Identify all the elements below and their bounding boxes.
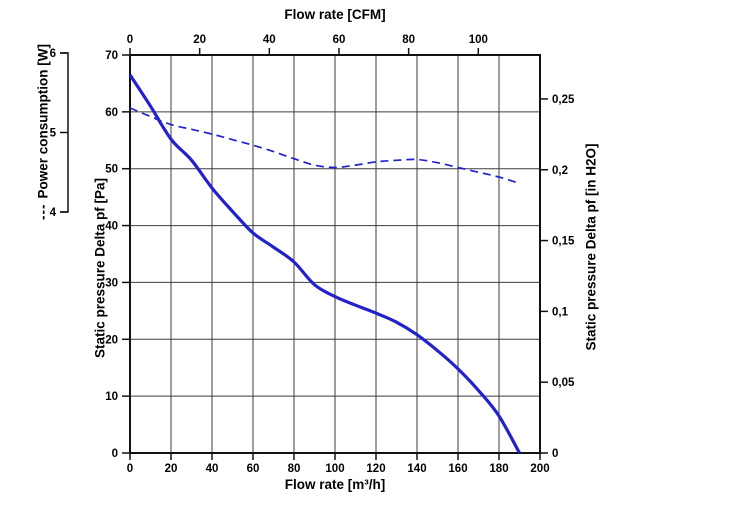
left-axis-tick-label: 50 (105, 164, 118, 176)
bottom-axis-tick-label: 60 (247, 463, 260, 475)
right-axis-tick-label: 0,25 (552, 94, 575, 106)
right-axis-title: Static pressure Delta pf [in H2O] (583, 143, 599, 351)
left-axis-tick-label: 20 (105, 334, 118, 346)
bottom-axis-tick-label: 20 (165, 463, 178, 475)
bottom-axis-tick-label: 0 (127, 463, 133, 475)
top-axis-tick-label: 20 (193, 34, 206, 46)
power-axis-title: --- Power consumption [W] (36, 44, 51, 220)
power-consumption-curve (129, 107, 520, 185)
bottom-axis-tick-label: 40 (206, 463, 219, 475)
top-axis-title: Flow rate [CFM] (284, 7, 386, 22)
bottom-axis-tick-label: 100 (325, 463, 344, 475)
top-axis-tick-label: 100 (469, 34, 488, 46)
bottom-axis-title: Flow rate [m³/h] (284, 477, 386, 492)
left-axis-tick-label: 10 (105, 391, 118, 403)
right-axis-tick-label: 0,05 (552, 377, 575, 389)
bottom-axis-tick-label: 160 (448, 463, 467, 475)
left-axis-tick-label: 60 (105, 107, 118, 119)
power-axis-tick-label: 5 (50, 128, 57, 140)
left-axis-tick-label: 0 (112, 448, 118, 460)
top-axis-tick-label: 40 (263, 34, 276, 46)
right-axis-tick-label: 0,1 (552, 306, 569, 318)
bottom-axis-tick-label: 200 (530, 463, 549, 475)
bottom-axis-tick-label: 80 (288, 463, 301, 475)
left-axis-tick-label: 30 (105, 277, 118, 289)
dashed-line-legend-icon: --- (35, 203, 51, 221)
bottom-axis-tick-label: 140 (407, 463, 426, 475)
top-axis-tick-label: 80 (402, 34, 415, 46)
left-axis-title: Static pressure Delta pf [Pa] (92, 177, 108, 359)
right-axis-tick-label: 0,2 (552, 165, 568, 177)
bottom-axis-tick-label: 120 (366, 463, 385, 475)
top-axis-tick-label: 0 (127, 34, 133, 46)
left-axis-tick-label: 70 (105, 50, 118, 62)
bottom-axis-tick-label: 180 (489, 463, 508, 475)
top-axis-tick-label: 60 (333, 34, 346, 46)
power-axis-tick-label: 6 (50, 48, 56, 60)
right-axis-tick-label: 0 (552, 448, 558, 460)
left-axis-tick-label: 40 (105, 221, 118, 233)
power-axis-tick-label: 4 (50, 207, 57, 219)
static-pressure-curve (128, 74, 521, 454)
right-axis-tick-label: 0,15 (552, 236, 575, 248)
power-axis-title-text: Power consumption [W] (35, 44, 51, 199)
